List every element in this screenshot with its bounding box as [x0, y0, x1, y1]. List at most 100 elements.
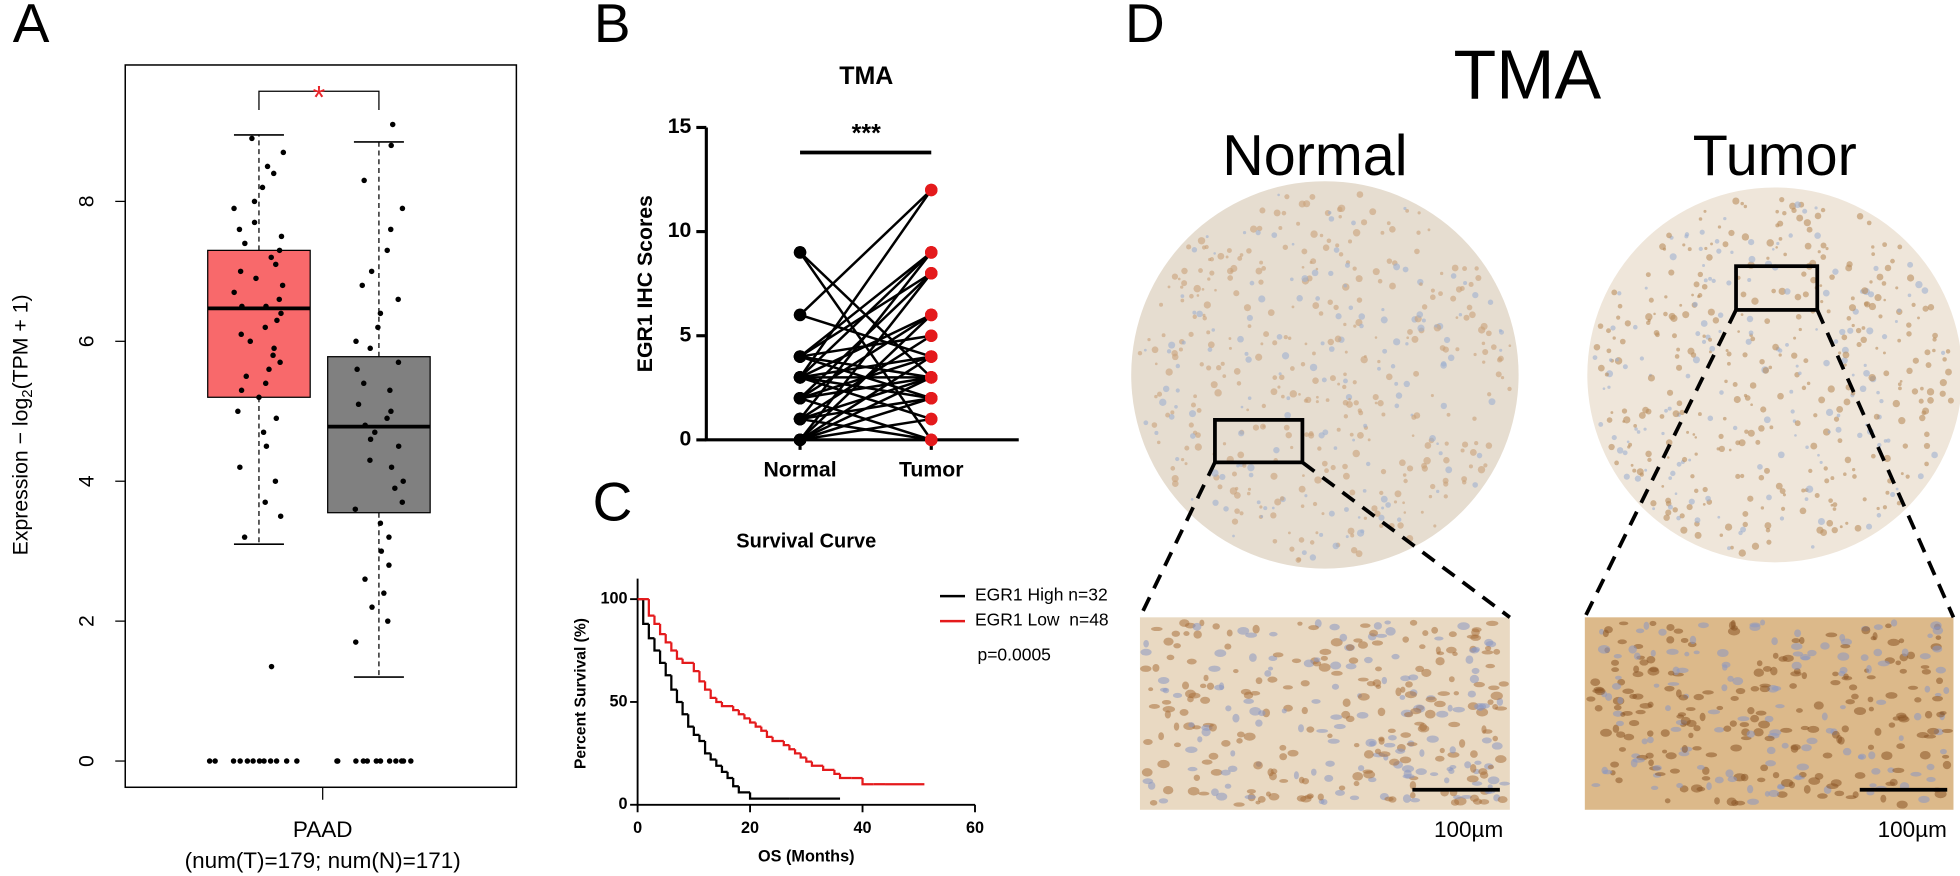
tissue-texture: [1308, 432, 1315, 439]
tissue-texture: [1702, 502, 1706, 506]
tissue-texture: [1443, 336, 1451, 344]
point: [277, 513, 284, 519]
tissue-texture: [1476, 452, 1483, 459]
tissue-texture: [1206, 330, 1211, 335]
legend-label: EGR1 Low n=48: [975, 610, 1109, 630]
tissue-texture: [1829, 274, 1835, 280]
tissue-texture: [1372, 268, 1380, 276]
tissue-texture: [1768, 789, 1780, 798]
tissue-texture: [1353, 400, 1359, 406]
tissue-texture: [1252, 424, 1260, 431]
tissue-texture: [1162, 385, 1170, 393]
tissue-texture: [1369, 208, 1377, 216]
tissue-texture: [1828, 498, 1833, 503]
tissue-texture: [1670, 726, 1682, 732]
tissue-texture: [1837, 652, 1850, 661]
tissue-texture: [1750, 714, 1760, 723]
tissue-texture: [1213, 252, 1216, 255]
tissue-texture: [1485, 330, 1492, 337]
tissue-texture: [1293, 771, 1299, 780]
tissue-texture: [1923, 442, 1931, 450]
tissue-texture: [1664, 798, 1671, 804]
tissue-texture: [1393, 338, 1401, 346]
tissue-texture: [1727, 675, 1734, 682]
tissue-texture: [1622, 710, 1633, 716]
tissue-texture: [1492, 703, 1499, 710]
tissue-texture: [1692, 301, 1698, 308]
tissue-texture: [1747, 429, 1755, 437]
tissue-texture: [1647, 374, 1655, 382]
tissue-texture: [1342, 472, 1350, 480]
tissue-texture: [1887, 638, 1900, 647]
tissue-texture: [1149, 800, 1158, 806]
x-tick-label: Normal: [763, 458, 836, 482]
tissue-core: [1131, 181, 1519, 569]
point: [237, 758, 243, 764]
tissue-texture: [1180, 294, 1185, 298]
tissue-texture: [1258, 295, 1266, 303]
tissue-texture: [1881, 334, 1888, 340]
x-tick-label: 40: [854, 819, 872, 837]
tissue-texture: [1665, 497, 1672, 504]
tissue-texture: [1676, 714, 1685, 719]
tissue-texture: [1404, 712, 1414, 718]
tissue-texture: [1667, 504, 1673, 510]
tissue-texture: [1481, 650, 1494, 655]
tissue-texture: [1788, 781, 1796, 789]
tissue-texture: [1910, 771, 1922, 777]
tissue-texture: [1714, 239, 1720, 244]
tissue-texture: [1802, 291, 1809, 298]
tissue-texture: [1296, 221, 1301, 226]
tissue-texture: [1740, 473, 1745, 479]
tissue-texture: [1900, 472, 1904, 476]
tissue-texture: [1801, 271, 1807, 277]
tissue-texture: [1352, 229, 1361, 237]
survival-step: [782, 741, 790, 747]
tissue-texture: [1834, 790, 1845, 797]
tissue-texture: [1193, 630, 1202, 639]
tissue-texture: [1357, 693, 1370, 701]
tissue-texture: [1732, 425, 1738, 431]
point: [260, 429, 267, 435]
tissue-texture: [1201, 287, 1205, 291]
tissue-texture: [1791, 638, 1801, 644]
point: [373, 758, 380, 764]
pair-dot: [793, 371, 807, 384]
tissue-texture: [1663, 311, 1668, 317]
tissue-texture: [1173, 643, 1181, 649]
point: [378, 548, 385, 554]
panel-letter: D: [1125, 0, 1165, 54]
tissue-texture: [1171, 474, 1179, 483]
tissue-texture: [1207, 341, 1215, 349]
tissue-texture: [1181, 267, 1188, 275]
tissue-texture: [1463, 314, 1470, 321]
tissue-texture: [1777, 451, 1785, 459]
tissue-texture: [1721, 684, 1728, 692]
tissue-texture: [1873, 413, 1880, 420]
tissue-texture: [1741, 233, 1750, 241]
tissue-texture: [1808, 777, 1821, 785]
tissue-texture: [1801, 672, 1808, 680]
tissue-texture: [1825, 408, 1834, 417]
tissue-texture: [1820, 207, 1826, 213]
tissue-texture: [1694, 452, 1698, 456]
tissue-texture: [1165, 368, 1173, 376]
tissue-texture: [1728, 448, 1732, 452]
tissue-texture: [1897, 244, 1903, 250]
tissue-texture: [1345, 644, 1355, 651]
tissue-texture: [1259, 423, 1266, 430]
tissue-texture: [1465, 655, 1474, 664]
tissue-texture: [1791, 352, 1798, 359]
tissue-texture: [1335, 243, 1340, 248]
pair-line: [799, 272, 933, 441]
tissue-texture: [1327, 338, 1335, 346]
tissue-texture: [1371, 640, 1384, 646]
tissue-texture: [1606, 328, 1611, 334]
pair-dot: [925, 391, 938, 405]
tissue-texture: [1335, 313, 1342, 320]
tissue-texture: [1289, 546, 1295, 552]
tissue-texture: [1147, 337, 1151, 342]
tissue-texture: [1597, 323, 1604, 329]
tissue-texture: [1936, 677, 1944, 685]
survival-step: [692, 662, 700, 673]
